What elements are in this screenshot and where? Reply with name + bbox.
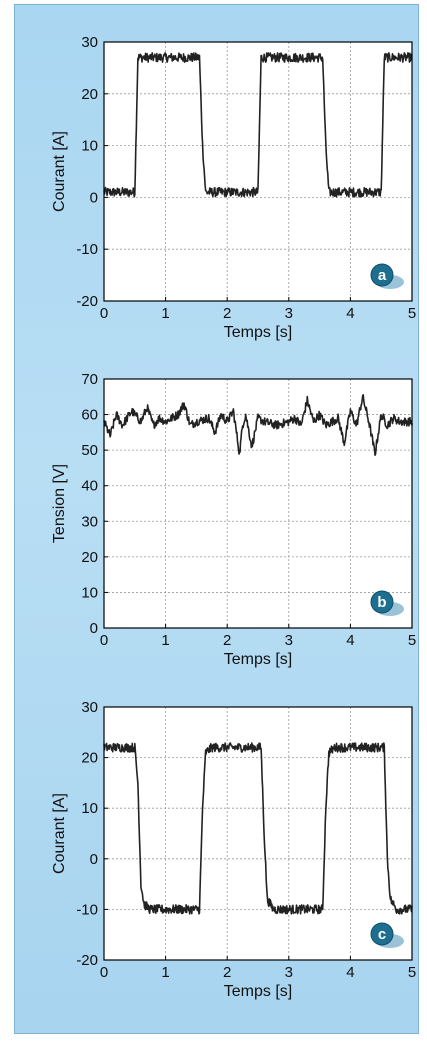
y-tick-label: 20 [81, 750, 98, 767]
panel-badge-label: b [377, 594, 386, 611]
y-tick-label: 40 [81, 478, 98, 495]
y-tick-label: -20 [76, 293, 98, 310]
x-tick-label: 0 [100, 305, 108, 322]
y-axis-label: Courant [A] [51, 793, 68, 874]
x-tick-label: 0 [100, 632, 108, 649]
y-tick-label: 10 [81, 800, 98, 817]
panel-badge [370, 922, 394, 946]
y-tick-label: 30 [81, 513, 98, 530]
x-tick-label: 1 [161, 632, 169, 649]
x-tick-label: 1 [161, 305, 169, 322]
plot-frame [103, 378, 413, 629]
x-tick-label: 4 [346, 305, 354, 322]
y-tick-label: 60 [81, 407, 98, 424]
plot-frame [103, 706, 413, 961]
panel-badge [370, 590, 394, 614]
y-tick-label: 10 [81, 138, 98, 155]
y-tick-label: 0 [90, 851, 98, 868]
y-tick-label: 70 [81, 371, 98, 388]
x-tick-label: 3 [285, 305, 293, 322]
x-tick-label: 5 [408, 964, 416, 981]
y-tick-label: 30 [81, 699, 98, 716]
y-tick-label: 0 [90, 620, 98, 637]
plot-frame [103, 41, 413, 302]
figure-background: 0 1 2 3 4 5 -20 -10 0 10 20 30 Temps [s] Courant [A] a… [14, 4, 419, 1034]
panel-badge-label: a [378, 267, 387, 284]
x-tick-label: 3 [285, 964, 293, 981]
y-tick-label: -20 [76, 952, 98, 969]
x-tick-label: 2 [223, 632, 231, 649]
y-tick-label: 20 [81, 549, 98, 566]
x-tick-label: 2 [223, 305, 231, 322]
y-tick-label: 0 [90, 189, 98, 206]
chart-panel-c: 0 1 2 3 4 5 -20 -10 0 10 20 30 Temps [s] Courant [A] c [51, 699, 416, 1000]
x-axis-label: Temps [s] [224, 651, 292, 668]
y-tick-label: -10 [76, 901, 98, 918]
x-tick-label: 5 [408, 305, 416, 322]
series-line [103, 52, 413, 198]
y-axis-label: Tension [V] [51, 464, 68, 543]
y-tick-label: 30 [81, 34, 98, 51]
panel-badge [370, 263, 394, 287]
x-tick-label: 4 [346, 632, 354, 649]
y-tick-label: -10 [76, 241, 98, 258]
chart-panel-a: 0 1 2 3 4 5 -20 -10 0 10 20 30 Temps [s] Courant [A] a [51, 34, 416, 341]
series-line [103, 394, 413, 456]
x-tick-label: 4 [346, 964, 354, 981]
y-axis-label: Courant [A] [51, 131, 68, 212]
y-tick-label: 50 [81, 442, 98, 459]
x-tick-label: 2 [223, 964, 231, 981]
y-tick-label: 10 [81, 584, 98, 601]
x-tick-label: 0 [100, 964, 108, 981]
x-tick-label: 3 [285, 632, 293, 649]
y-tick-label: 20 [81, 86, 98, 103]
x-axis-label: Temps [s] [224, 324, 292, 341]
plot-area [104, 379, 412, 628]
panel-badge-label: c [378, 926, 386, 943]
x-axis-label: Temps [s] [224, 983, 292, 1000]
x-tick-label: 5 [408, 632, 416, 649]
series-line [103, 742, 413, 915]
x-tick-label: 1 [161, 964, 169, 981]
